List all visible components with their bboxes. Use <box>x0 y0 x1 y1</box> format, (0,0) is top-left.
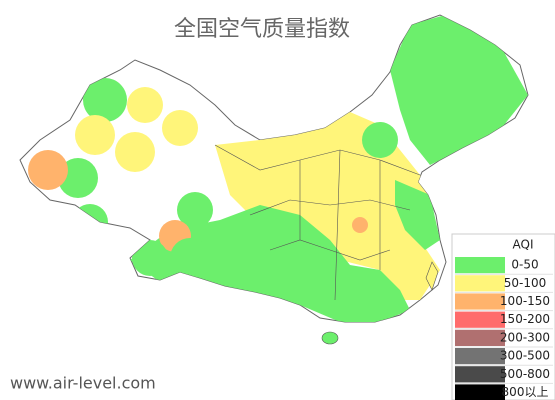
legend-label: 300-500 <box>500 349 550 363</box>
good-region <box>390 15 528 165</box>
province-borders <box>214 144 421 301</box>
good-region <box>395 180 440 250</box>
legend-label: 0-50 <box>511 258 538 272</box>
source-watermark: www.air-level.com <box>10 374 156 393</box>
legend-title: AQI <box>513 238 534 252</box>
blob <box>83 78 127 122</box>
legend-label: 150-200 <box>500 312 550 326</box>
blob <box>115 132 155 172</box>
island <box>425 261 439 291</box>
blob <box>28 150 68 190</box>
blob <box>170 238 210 278</box>
blob <box>177 192 213 228</box>
legend-label: 100-150 <box>500 294 550 308</box>
blob <box>132 240 168 276</box>
moderate-region <box>215 112 440 300</box>
blob <box>162 110 198 146</box>
legend-label: 800以上 <box>502 385 549 399</box>
legend-swatch <box>455 257 505 274</box>
blob <box>127 87 163 123</box>
legend-swatch <box>455 348 505 365</box>
blob <box>352 217 368 233</box>
legend-swatch <box>455 384 505 400</box>
blob <box>362 122 398 158</box>
legend-swatch <box>455 275 505 292</box>
blob <box>75 115 115 155</box>
island <box>321 331 339 345</box>
good-region <box>130 205 410 322</box>
legend-label: 500-800 <box>500 367 550 381</box>
aqi-fields <box>28 15 528 322</box>
legend: AQI 0-50 50-100 100-150 150-200 200-300 300-5… <box>451 233 555 400</box>
map-title: 全国空气质量指数 <box>174 17 350 42</box>
legend-swatch <box>455 311 505 328</box>
legend-label: 200-300 <box>500 330 550 344</box>
blob <box>72 204 108 240</box>
blob <box>58 158 98 198</box>
legend-label: 50-100 <box>504 276 547 290</box>
legend-swatch <box>455 293 505 310</box>
legend-swatch <box>455 366 505 383</box>
legend-swatch <box>455 329 505 346</box>
